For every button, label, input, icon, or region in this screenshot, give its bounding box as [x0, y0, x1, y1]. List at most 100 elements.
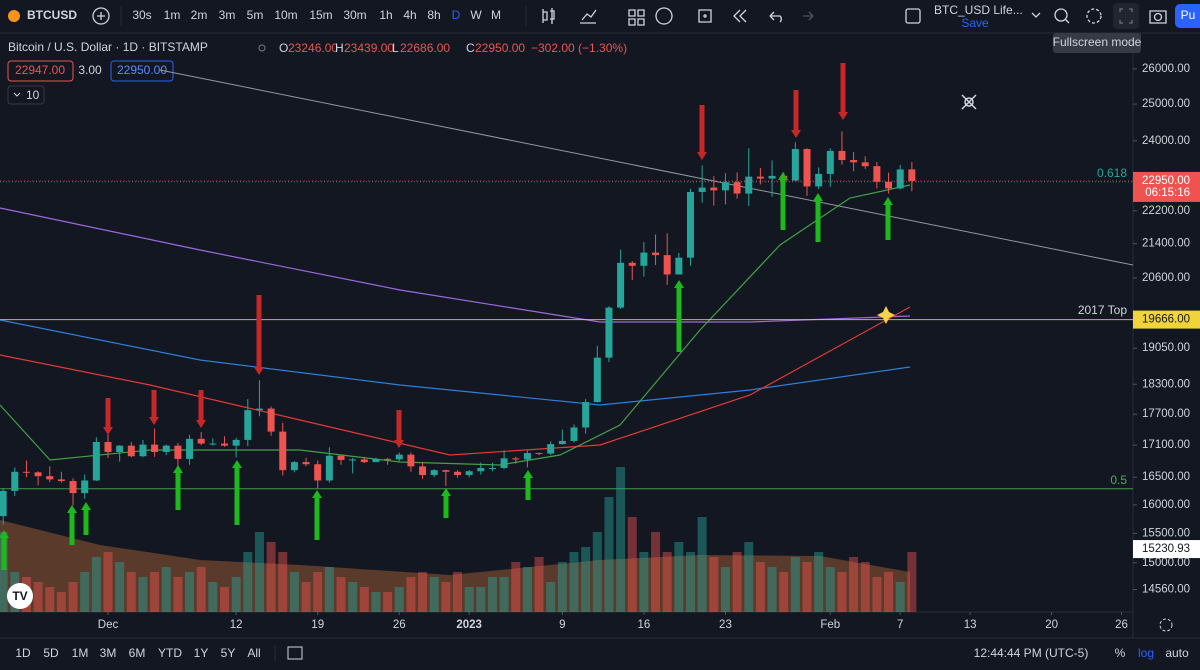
candle-body — [838, 150, 846, 161]
search-icon[interactable] — [1054, 8, 1068, 22]
interval-button[interactable]: 30s — [132, 8, 151, 22]
candle-body — [745, 176, 753, 194]
layout-menu[interactable] — [1031, 12, 1041, 18]
volume-bar — [383, 592, 393, 612]
candle-body — [850, 160, 858, 163]
btc-icon[interactable] — [8, 10, 20, 22]
candles-icon[interactable] — [542, 8, 555, 24]
sell-box[interactable] — [7, 60, 74, 82]
indicators-icon[interactable] — [580, 9, 597, 24]
candle-body — [861, 162, 869, 167]
clock[interactable]: 12:44:44 PM (UTC-5) — [974, 646, 1089, 660]
candle-body — [896, 169, 904, 189]
interval-button[interactable]: 1h — [379, 8, 392, 22]
sell-price: 22947.00 — [15, 63, 65, 77]
templates-icon[interactable] — [628, 9, 645, 26]
alert-icon[interactable] — [655, 7, 673, 25]
candle-body — [488, 468, 496, 470]
series-layer — [0, 131, 1133, 612]
snapshot-icon[interactable] — [1149, 10, 1167, 24]
volume-bar — [825, 567, 835, 612]
indicator-toggle[interactable] — [7, 85, 45, 105]
indicator-count: 10 — [26, 88, 40, 102]
interval-button[interactable]: 10m — [274, 8, 297, 22]
layout-name[interactable]: BTC_USD Life... — [934, 3, 1023, 17]
arrow-head — [0, 530, 9, 538]
interval-button[interactable]: 15m — [309, 8, 332, 22]
volume-bar — [802, 562, 812, 612]
interval-button[interactable]: 8h — [427, 8, 440, 22]
candle-body — [768, 175, 776, 179]
arrow-shaft — [175, 473, 181, 510]
arrow-head — [791, 130, 801, 138]
arrow-head — [149, 417, 159, 425]
x-tick-label: 23 — [719, 619, 732, 631]
volume-bar — [313, 572, 323, 612]
y-tick-label: 25000.00 — [1142, 98, 1190, 110]
interval-button[interactable]: 2m — [191, 8, 208, 22]
h-key: H — [335, 41, 344, 55]
volume-bar — [779, 572, 789, 612]
range-button[interactable]: All — [247, 646, 260, 660]
arrow-head — [312, 490, 322, 498]
redo-icon[interactable] — [803, 11, 814, 21]
add-symbol[interactable] — [92, 7, 110, 25]
candle-body — [221, 443, 228, 446]
range-button[interactable]: 5Y — [221, 646, 236, 660]
layout-icon[interactable] — [905, 8, 921, 24]
alert-add-icon[interactable] — [698, 9, 712, 23]
interval-button[interactable]: 3m — [219, 8, 236, 22]
interval-button[interactable]: D — [452, 8, 461, 22]
interval-button[interactable]: 30m — [343, 8, 366, 22]
volume-bar — [662, 552, 672, 612]
axis-settings[interactable] — [1159, 618, 1173, 632]
volume-bar — [185, 572, 195, 612]
candle-body — [22, 471, 30, 473]
percent-toggle[interactable]: % — [1115, 646, 1126, 660]
interval-button[interactable]: W — [470, 8, 482, 22]
auto-toggle[interactable]: auto — [1165, 646, 1189, 660]
log-toggle[interactable]: log — [1138, 646, 1154, 660]
range-button[interactable]: 6M — [129, 646, 146, 660]
interval-button[interactable]: M — [491, 8, 501, 22]
candle-body — [605, 307, 613, 358]
settings-icon[interactable] — [1086, 8, 1102, 24]
interval-button[interactable]: 1m — [164, 8, 181, 22]
arrow-shaft — [1, 538, 7, 570]
publish-button[interactable] — [1175, 4, 1200, 28]
toolbar-icons — [542, 7, 1167, 26]
buy-box[interactable] — [110, 60, 174, 82]
save-label[interactable]: Save — [961, 16, 989, 30]
interval-button[interactable]: 5m — [247, 8, 264, 22]
interval-button[interactable]: 4h — [403, 8, 416, 22]
replay-icon[interactable] — [733, 9, 747, 23]
arrow-shaft — [396, 410, 402, 440]
volume-bar — [616, 467, 626, 612]
date-range-icon[interactable] — [287, 646, 303, 660]
y-tick-label: 16500.00 — [1142, 471, 1190, 483]
volume-bar — [115, 562, 125, 612]
range-button[interactable]: 1M — [72, 646, 89, 660]
l-key: L — [392, 41, 399, 55]
range-button[interactable]: 3M — [100, 646, 117, 660]
candle-body — [11, 471, 19, 491]
candle-body — [162, 445, 170, 452]
range-button[interactable]: 1Y — [194, 646, 209, 660]
arrow-head — [523, 470, 533, 478]
range-button[interactable]: 5D — [43, 646, 59, 660]
candle-body — [290, 462, 298, 471]
range-button[interactable]: 1D — [15, 646, 31, 660]
spread: 3.00 — [78, 63, 102, 77]
volume-bar — [103, 552, 113, 612]
candle-body — [652, 252, 660, 256]
range-button[interactable]: YTD — [158, 646, 182, 660]
undo-icon[interactable] — [769, 11, 782, 23]
volume-bar — [860, 562, 870, 612]
y-tick-label: 14560.00 — [1142, 584, 1190, 596]
ma-purple — [0, 207, 911, 323]
tv-logo[interactable] — [7, 583, 33, 609]
symbol[interactable]: BTCUSD — [27, 8, 77, 22]
arrow-head — [103, 427, 113, 435]
candle-body — [721, 182, 729, 191]
arrow-shaft — [443, 496, 449, 518]
